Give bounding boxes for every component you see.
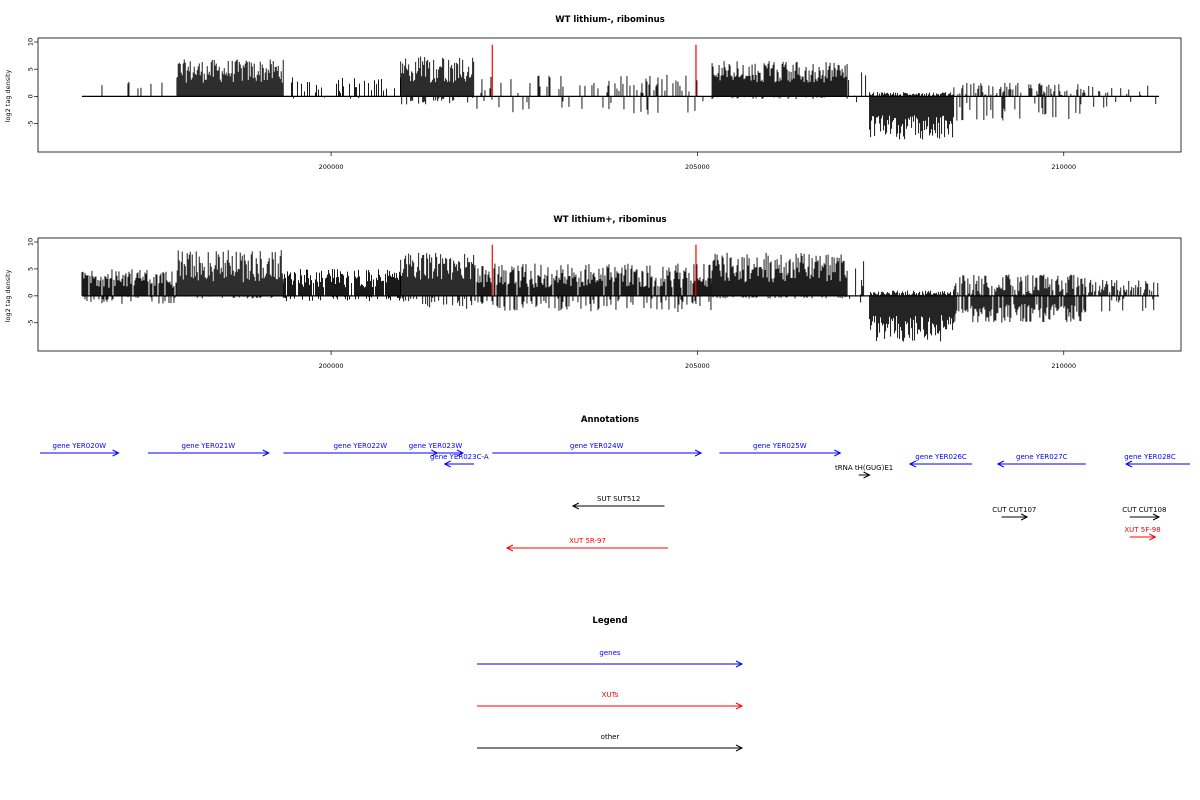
legend-items: genes XUTs other xyxy=(477,649,744,752)
annotation-feature: SUT SUT512 xyxy=(571,495,665,510)
y-axis: 10 5 0 -5 xyxy=(27,238,38,326)
legend: Legend genes XUTs other xyxy=(477,616,744,752)
annotations-title: Annotations xyxy=(581,415,639,425)
annotation-feature: gene YER026C xyxy=(908,453,973,468)
annotation-feature: gene YER024W xyxy=(492,442,703,457)
legend-entry: genes xyxy=(477,649,744,668)
legend-label: other xyxy=(601,733,620,741)
legend-label: genes xyxy=(599,649,620,657)
feature-label: gene YER027C xyxy=(1016,453,1068,461)
y-tick-label: -5 xyxy=(27,320,35,326)
track-panel-lithium-minus: WT lithium-, ribominus log2 tag density … xyxy=(4,15,1182,171)
annotation-feature: gene YER028C xyxy=(1124,453,1190,468)
feature-label: gene YER024W xyxy=(570,442,624,450)
arrow-head xyxy=(505,544,514,552)
y-tick-label: 10 xyxy=(27,238,35,246)
arrow-head xyxy=(908,460,917,468)
annotation-feature: gene YER023C-A xyxy=(430,453,489,468)
y-tick-label: 0 xyxy=(27,294,35,298)
track-panel-lithium-plus: WT lithium+, ribominus log2 tag density … xyxy=(4,215,1182,370)
feature-label: XUT 5R-97 xyxy=(569,537,606,545)
arrow-head xyxy=(1020,513,1029,521)
marker-lines xyxy=(491,44,697,97)
annotation-feature: gene YER020W xyxy=(40,442,120,457)
x-tick-label: 205000 xyxy=(685,163,710,171)
arrow-head xyxy=(735,702,744,710)
arrow-head xyxy=(735,744,744,752)
legend-title: Legend xyxy=(592,616,627,626)
annotation-feature: CUT CUT108 xyxy=(1122,506,1166,521)
marker-lines xyxy=(491,244,697,296)
panel-title: WT lithium+, ribominus xyxy=(553,215,666,225)
legend-entry: other xyxy=(477,733,744,752)
x-tick-label: 200000 xyxy=(319,362,344,370)
annotation-feature: gene YER027C xyxy=(996,453,1086,468)
feature-label: gene YER021W xyxy=(182,442,236,450)
x-axis: 200000 205000 210000 xyxy=(319,152,1076,171)
x-tick-label: 210000 xyxy=(1051,163,1076,171)
y-tick-label: 5 xyxy=(27,67,35,71)
plot-frame xyxy=(37,37,1182,153)
density-bars xyxy=(81,250,1160,342)
x-axis: 200000 205000 210000 xyxy=(319,351,1076,370)
arrow-head xyxy=(834,449,842,457)
arrow-head xyxy=(863,471,871,479)
arrow-head xyxy=(443,460,451,468)
feature-label: gene YER023C-A xyxy=(430,453,489,461)
plot-frame xyxy=(37,237,1182,352)
feature-label: gene YER028C xyxy=(1124,453,1176,461)
annotation-feature: tRNA tH(GUG)E1 xyxy=(835,464,893,479)
arrow-head xyxy=(996,460,1005,468)
arrow-head xyxy=(571,502,580,510)
annotation-feature: XUT 5R-97 xyxy=(505,537,669,552)
feature-label: SUT SUT512 xyxy=(597,495,640,503)
y-axis-label: log2 tag density xyxy=(4,270,12,323)
arrow-head xyxy=(262,449,270,457)
annotation-items: gene YER020W gene YER021W gene YER022W gene… xyxy=(40,442,1190,552)
panel-title: WT lithium-, ribominus xyxy=(555,15,665,25)
feature-label: gene YER023W xyxy=(409,442,463,450)
density-bars xyxy=(81,56,1160,140)
x-tick-label: 210000 xyxy=(1051,362,1076,370)
feature-label: tRNA tH(GUG)E1 xyxy=(835,464,893,472)
x-tick-label: 205000 xyxy=(685,362,710,370)
y-axis-label: log2 tag density xyxy=(4,70,12,123)
y-tick-label: -5 xyxy=(27,120,35,126)
arrow-head xyxy=(456,449,465,457)
feature-label: CUT CUT108 xyxy=(1122,506,1166,514)
annotation-feature: gene YER025W xyxy=(719,442,842,457)
annotation-feature: gene YER023W xyxy=(408,442,465,457)
x-tick-label: 200000 xyxy=(319,163,344,171)
feature-label: gene YER026C xyxy=(915,453,967,461)
arrow-head xyxy=(1152,513,1161,521)
y-tick-label: 0 xyxy=(27,94,35,98)
arrow-head xyxy=(112,449,120,457)
arrow-head xyxy=(1149,533,1157,541)
feature-label: XUT 5F-98 xyxy=(1124,526,1160,534)
arrow-head xyxy=(694,449,703,457)
annotations-track: Annotations gene YER020W gene YER021W gene… xyxy=(40,415,1190,552)
feature-label: gene YER025W xyxy=(753,442,807,450)
legend-label: XUTs xyxy=(602,691,619,699)
legend-entry: XUTs xyxy=(477,691,744,710)
arrow-head xyxy=(1124,460,1133,468)
annotation-feature: gene YER021W xyxy=(147,442,270,457)
y-tick-label: 10 xyxy=(27,38,35,46)
feature-label: CUT CUT107 xyxy=(992,506,1036,514)
feature-label: gene YER020W xyxy=(53,442,107,450)
arrow-head xyxy=(735,660,744,668)
y-axis: 10 5 0 -5 xyxy=(27,38,38,127)
feature-label: gene YER022W xyxy=(334,442,388,450)
annotation-feature: XUT 5F-98 xyxy=(1124,526,1161,541)
annotation-feature: CUT CUT107 xyxy=(992,506,1036,521)
y-tick-label: 5 xyxy=(27,267,35,271)
